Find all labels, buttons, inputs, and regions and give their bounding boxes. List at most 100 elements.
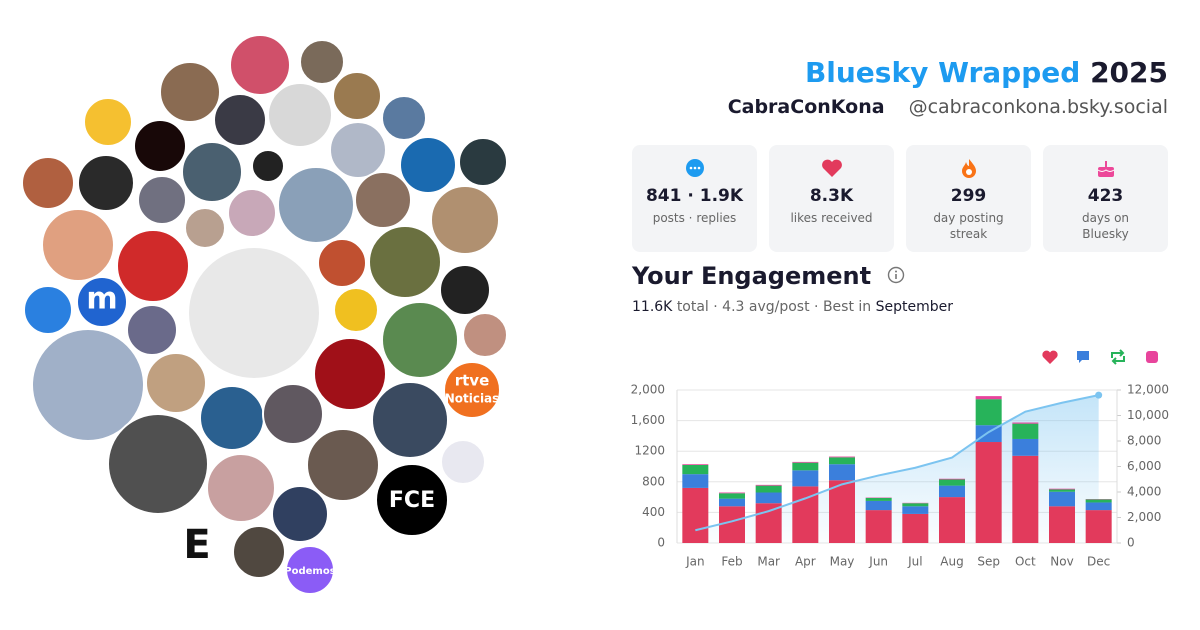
avatar (227, 188, 277, 238)
avatar (317, 238, 367, 288)
x-tick-label: Oct (1015, 555, 1036, 569)
section-title: Your Engagement (632, 262, 905, 290)
bar-segment (975, 442, 1002, 543)
avatar (199, 385, 265, 451)
y2-tick-label: 0 (1127, 536, 1135, 550)
y2-tick-label: 8,000 (1127, 434, 1161, 448)
bar-segment (792, 470, 819, 487)
bar-segment (1012, 423, 1039, 439)
bar-segment (902, 506, 929, 514)
bar-segment (1049, 506, 1075, 543)
avatar (41, 208, 115, 282)
legend-icon[interactable] (1042, 350, 1058, 364)
bar-segment (755, 492, 782, 504)
avatar-label: rtve (455, 372, 490, 390)
legend-shape (1077, 351, 1089, 363)
x-tick-label: Mar (757, 555, 780, 569)
bar-segment (865, 510, 892, 543)
bar-segment (755, 484, 782, 486)
avatar (187, 246, 321, 380)
bar-segment (1049, 488, 1075, 490)
bar-segment (1012, 455, 1039, 543)
avatar (439, 264, 491, 316)
avatar (77, 154, 135, 212)
user: CabraConKona @cabraconkona.bsky.social (728, 96, 1168, 118)
bar-segment (939, 478, 965, 480)
y2-tick-label: 10,000 (1127, 408, 1169, 422)
y-tick-label: 400 (642, 505, 665, 519)
best-month: September (875, 299, 954, 315)
avatar (440, 439, 486, 485)
bar-segment (1085, 499, 1112, 503)
y-tick-label: 800 (642, 474, 665, 488)
x-tick-label: Jan (685, 555, 705, 569)
stat-label: day posting streak (933, 211, 1004, 241)
avatar (116, 229, 190, 303)
title-year: 2025 (1090, 56, 1168, 89)
avatar (145, 352, 207, 414)
bar-segment (682, 487, 709, 543)
stat-value: 423 (1087, 186, 1124, 206)
stat-label: posts · replies (652, 211, 737, 225)
y2-tick-label: 2,000 (1127, 510, 1161, 524)
avatar (213, 93, 267, 147)
bar-segment (975, 399, 1002, 426)
stat-value: 299 (950, 186, 987, 206)
avatar (354, 171, 412, 229)
x-tick-label: May (830, 555, 855, 569)
display-name: CabraConKona (727, 96, 885, 118)
icon (821, 159, 842, 177)
info-icon[interactable] (887, 266, 905, 284)
avatar (126, 304, 178, 356)
x-tick-label: Aug (940, 555, 963, 569)
bar-segment (1049, 489, 1075, 492)
avatar (371, 381, 449, 459)
bar-segment (792, 462, 819, 471)
icon (685, 159, 704, 177)
avatar (21, 156, 75, 210)
legend-icon[interactable] (1111, 349, 1125, 365)
avatar (107, 413, 209, 515)
avatar (262, 383, 324, 445)
bar-segment (719, 498, 745, 507)
legend-icon[interactable] (1146, 351, 1158, 363)
bar-segment (719, 506, 745, 543)
avatar (306, 428, 380, 502)
y-tick-label: 0 (657, 536, 665, 550)
x-tick-label: Feb (721, 555, 742, 569)
stat-label: days on Bluesky (1081, 211, 1130, 241)
x-tick-label: Nov (1050, 555, 1073, 569)
avatar (458, 137, 508, 187)
line-end (1095, 391, 1103, 399)
stat-label: likes received (790, 211, 873, 225)
avatar (23, 285, 73, 335)
x-tick-label: Apr (795, 555, 816, 569)
avatar (277, 166, 355, 244)
icon (1097, 161, 1114, 177)
avatar (375, 463, 449, 537)
legend-icon[interactable] (1077, 351, 1089, 363)
stat-card: 841 · 1.9K posts · replies (632, 145, 757, 252)
bar-segment (1012, 422, 1039, 424)
avatar (31, 328, 145, 442)
stat-value: 841 · 1.9K (645, 186, 744, 206)
title-brand: Bluesky Wrapped (804, 56, 1081, 89)
avatar (137, 175, 187, 225)
bar-segment (865, 497, 892, 501)
x-tick-label: Jul (907, 555, 922, 569)
stat-card: 8.3K likes received (769, 145, 894, 252)
avatar (430, 185, 500, 255)
y-tick-label: 1200 (634, 444, 665, 458)
avatar (184, 207, 226, 249)
avatar (159, 61, 221, 123)
bar-segment (939, 497, 965, 543)
bar-segment (755, 485, 782, 493)
bar-segment (865, 500, 892, 511)
avatar (329, 121, 387, 179)
bar-segment (829, 480, 855, 543)
avatar-label: FCE (389, 488, 435, 513)
bar-segment (755, 503, 782, 543)
avatar (267, 82, 333, 148)
